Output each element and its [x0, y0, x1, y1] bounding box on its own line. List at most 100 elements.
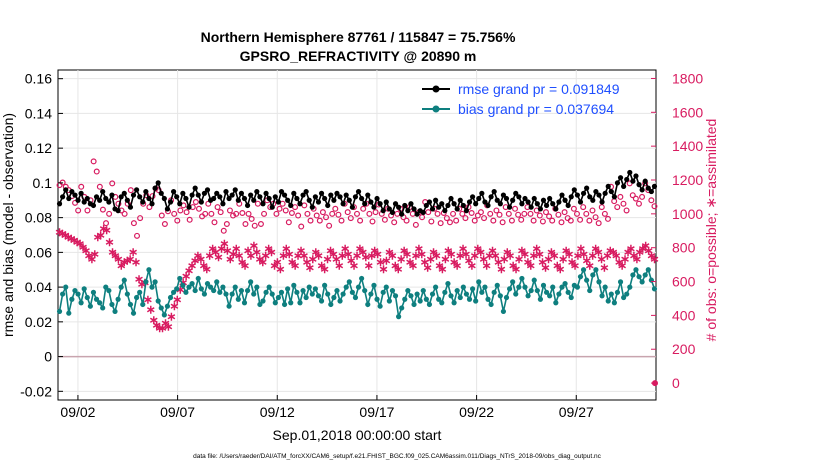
- obs-possible-point: [332, 205, 339, 212]
- obs-possible-point: [127, 187, 134, 194]
- obs-assimilated-point: ∗: [414, 242, 424, 256]
- obs-possible-point: [443, 215, 450, 222]
- obs-assimilated-point: ∗: [214, 250, 224, 264]
- rmse-point: [214, 190, 220, 196]
- bias-point: [220, 284, 226, 290]
- y-right-tick-label: 1200: [672, 172, 703, 188]
- obs-assimilated-point: ∗: [387, 248, 397, 262]
- rmse-point: [275, 199, 281, 205]
- obs-assimilated-point: ∗: [367, 248, 377, 262]
- obs-assimilated-point: ∗: [87, 252, 97, 266]
- obs-possible-point: [521, 210, 528, 217]
- bias-point: [127, 301, 134, 308]
- obs-assimilated-point: ∗: [358, 245, 368, 259]
- rmse-point: [334, 190, 340, 196]
- obs-assimilated-point: ∗: [158, 321, 168, 335]
- bias-point: [389, 287, 396, 294]
- rmse-point: [137, 194, 143, 200]
- obs-possible-point: [354, 210, 361, 217]
- obs-possible-point: [134, 232, 141, 239]
- rmse-point: [436, 204, 442, 210]
- bias-point: [328, 301, 334, 308]
- rmse-point: [130, 192, 137, 198]
- obs-possible-point: [589, 207, 596, 214]
- obs-assimilated-point: ∗: [429, 245, 439, 259]
- bias-point: [248, 279, 254, 285]
- bias-point: [562, 281, 568, 287]
- obs-assimilated-point: ∗: [178, 276, 188, 290]
- rmse-point: [352, 194, 359, 200]
- y-right-tick-label: 1600: [672, 104, 703, 120]
- y-right-tick-label: 800: [672, 240, 696, 256]
- bias-point: [574, 284, 580, 290]
- obs-possible-point: [146, 204, 153, 211]
- obs-possible-point: [474, 212, 481, 219]
- obs-assimilated-point: ∗: [181, 269, 191, 283]
- bias-point: [584, 277, 590, 283]
- obs-assimilated-point: ∗: [378, 262, 388, 276]
- rmse-point: [72, 192, 78, 198]
- rmse-point: [411, 206, 417, 212]
- rmse-point: [124, 197, 130, 203]
- rmse-point: [244, 202, 251, 209]
- bias-point: [608, 291, 614, 297]
- obs-assimilated-point: ∗: [75, 237, 85, 251]
- grid-lines: [58, 70, 656, 400]
- bias-point: [651, 286, 658, 292]
- bias-point: [568, 294, 574, 301]
- rmse-point: [97, 197, 103, 203]
- obs-possible-point: [251, 222, 258, 229]
- y-right-tick-label: 0: [672, 375, 680, 391]
- rmse-point: [251, 197, 257, 203]
- bias-point: [152, 279, 158, 285]
- rmse-point: [506, 204, 513, 210]
- rmse-point: [547, 195, 553, 202]
- obs-assimilated-point: ∗: [594, 245, 604, 259]
- legend: rmse grand pr = 0.091849 bias grand pr =…: [422, 81, 620, 117]
- obs-assimilated-point: ∗: [370, 243, 380, 257]
- obs-possible-point: [186, 216, 193, 223]
- rmse-point: [167, 199, 174, 205]
- obs-assimilated-point: ∗: [582, 254, 592, 268]
- rmse-point: [328, 192, 334, 198]
- obs-possible-point: [592, 214, 599, 221]
- obs-possible-point: [233, 210, 240, 217]
- obs-assimilated-point: ∗: [134, 272, 144, 286]
- obs-possible-point: [192, 199, 199, 206]
- bias-point: [439, 300, 445, 306]
- rmse-point: [383, 199, 389, 205]
- bias-point: [84, 294, 90, 301]
- obs-assimilated-point: ∗: [190, 254, 200, 268]
- x-tick-label: 09/22: [459, 404, 494, 420]
- rmse-point: [608, 188, 614, 195]
- obs-assimilated-point: ∗: [538, 255, 548, 269]
- bias-point: [547, 293, 553, 299]
- obs-possible-point: [620, 200, 627, 207]
- bias-point: [531, 277, 537, 283]
- obs-possible-point: [257, 221, 264, 228]
- bias-point: [90, 289, 97, 295]
- bias-point: [469, 286, 476, 292]
- rmse-point: [624, 176, 630, 183]
- bias-point: [164, 303, 171, 309]
- bias-point: [630, 272, 636, 278]
- bias-point: [645, 267, 651, 273]
- rmse-point: [368, 199, 374, 205]
- obs-assimilated-point: ∗: [626, 242, 636, 256]
- obs-possible-point: [428, 218, 435, 225]
- obs-assimilated-point: ∗: [172, 292, 182, 306]
- obs-assimilated-point: ∗: [411, 248, 421, 262]
- rmse-point: [201, 190, 208, 196]
- rmse-point: [235, 197, 241, 203]
- rmse-point: [614, 180, 621, 186]
- obs-assimilated-point: ∗: [275, 262, 285, 276]
- obs-assimilated-point: ∗: [113, 252, 123, 266]
- obs-assimilated-point: ∗: [482, 259, 492, 273]
- bias-point: [140, 301, 146, 308]
- rmse-point: [531, 195, 537, 202]
- bias-point: [167, 294, 174, 301]
- obs-possible-point: [381, 216, 388, 223]
- obs-possible-point: [78, 183, 85, 190]
- y-axis-right-label: # of obs: o=possible; ∗=assimilated: [703, 119, 719, 342]
- obs-possible-point: [103, 220, 110, 227]
